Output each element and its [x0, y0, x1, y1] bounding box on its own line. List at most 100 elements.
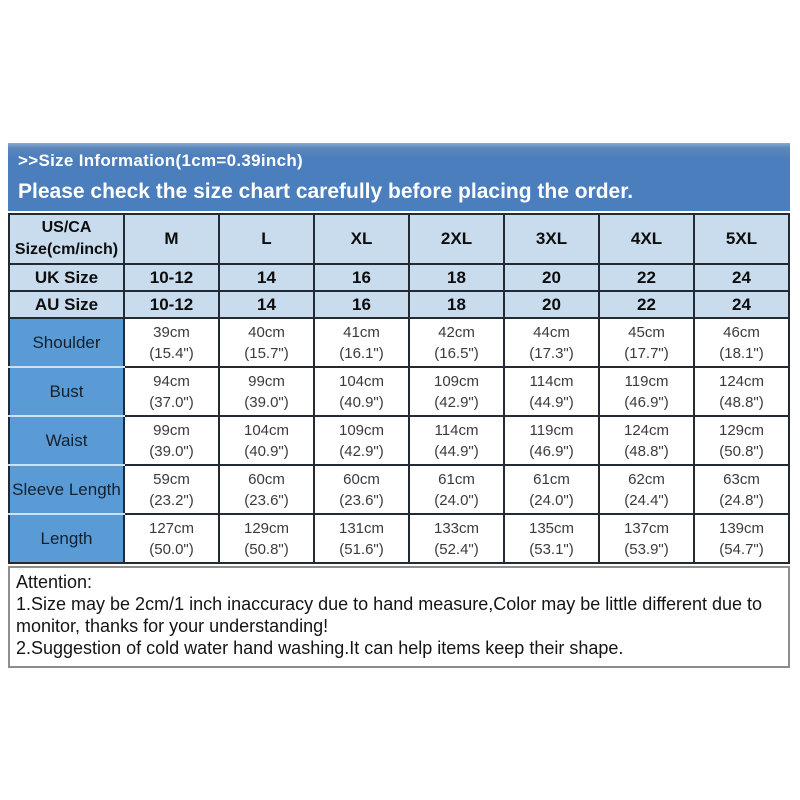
measurement-cell: 99cm (39.0"): [218, 366, 315, 417]
measurement-cell: 99cm (39.0"): [123, 415, 220, 466]
measurement-cell: 124cm (48.8"): [598, 415, 695, 466]
measurement-inch: (17.3"): [529, 344, 574, 362]
size-value-cell: 22: [598, 263, 695, 292]
measurement-inch: (50.8"): [244, 540, 289, 558]
measurement-label: Waist: [8, 415, 125, 466]
conversion-label: AU Size: [8, 290, 125, 319]
header-cell-size: 4XL: [598, 213, 695, 265]
measurement-cell: 41cm (16.1"): [313, 317, 410, 368]
measurement-cm: 135cm: [528, 519, 575, 537]
measurement-inch: (23.6"): [244, 491, 289, 509]
measurement-cell: 44cm (17.3"): [503, 317, 600, 368]
measurement-inch: (24.0"): [434, 491, 479, 509]
attention-note: 2.Suggestion of cold water hand washing.…: [16, 638, 624, 658]
measurement-cell: 119cm (46.9"): [598, 366, 695, 417]
measurement-cell: 137cm (53.9"): [598, 513, 695, 564]
size-value-cell: 16: [313, 263, 410, 292]
measurement-inch: (48.8"): [719, 393, 764, 411]
measurement-inch: (50.0"): [149, 540, 194, 558]
attention-box: Attention: 1.Size may be 2cm/1 inch inac…: [8, 566, 790, 668]
measurement-inch: (48.8"): [624, 442, 669, 460]
measurement-cell: 94cm (37.0"): [123, 366, 220, 417]
measurement-cell: 124cm (48.8"): [693, 366, 790, 417]
banner-title: >>Size Information(1cm=0.39inch): [18, 151, 303, 170]
measurement-cell: 39cm (15.4"): [123, 317, 220, 368]
size-value-cell: 10-12: [123, 290, 220, 319]
measurement-inch: (53.9"): [624, 540, 669, 558]
attention-title: Attention:: [16, 572, 93, 592]
measurement-inch: (54.7"): [719, 540, 764, 558]
measurement-cell: 139cm (54.7"): [693, 513, 790, 564]
measurement-cm: 99cm: [153, 421, 190, 439]
measurement-row: Sleeve Length 59cm (23.2") 60cm (23.6") 60cm (…: [8, 464, 790, 515]
attention-notes: 1.Size may be 2cm/1 inch inaccuracy due …: [16, 593, 782, 659]
measurement-cell: 61cm (24.0"): [503, 464, 600, 515]
size-value-cell: 18: [408, 290, 505, 319]
header-cell-size: 5XL: [693, 213, 790, 265]
measurement-row: Waist 99cm (39.0") 104cm (40.9") 109cm (42.9")…: [8, 415, 790, 466]
measurement-cm: 114cm: [529, 372, 574, 390]
measurement-inch: (18.1"): [719, 344, 764, 362]
measurement-inch: (17.7"): [624, 344, 669, 362]
measurement-inch: (15.4"): [149, 344, 194, 362]
measurement-cm: 44cm: [533, 323, 570, 341]
measurement-cm: 109cm: [338, 421, 385, 439]
conversion-row: UK Size 10-12 14 16 18 20 22 24: [8, 263, 790, 292]
measurement-cm: 124cm: [718, 372, 765, 390]
conversion-row: AU Size 10-12 14 16 18 20 22 24: [8, 290, 790, 319]
measurement-label: Bust: [8, 366, 125, 417]
header-cell-corner: US/CA Size(cm/inch): [8, 213, 125, 265]
size-header-row: US/CA Size(cm/inch) M L XL 2XL 3XL 4XL 5XL: [8, 213, 790, 265]
measurement-inch: (24.8"): [719, 491, 764, 509]
measurement-cm: 94cm: [153, 372, 190, 390]
measurement-cell: 40cm (15.7"): [218, 317, 315, 368]
size-value-cell: 22: [598, 290, 695, 319]
measurement-inch: (40.9"): [244, 442, 289, 460]
measurement-cm: 42cm: [438, 323, 475, 341]
measurement-inch: (24.4"): [624, 491, 669, 509]
measurement-cell: 104cm (40.9"): [313, 366, 410, 417]
measurement-cell: 42cm (16.5"): [408, 317, 505, 368]
measurement-cell: 133cm (52.4"): [408, 513, 505, 564]
measurement-cm: 119cm: [624, 372, 669, 390]
measurement-cm: 60cm: [343, 470, 380, 488]
measurement-cell: 135cm (53.1"): [503, 513, 600, 564]
measurement-cm: 104cm: [338, 372, 385, 390]
measurement-inch: (23.6"): [339, 491, 384, 509]
size-value-cell: 16: [313, 290, 410, 319]
measurement-cell: 119cm (46.9"): [503, 415, 600, 466]
size-value-cell: 18: [408, 263, 505, 292]
size-value-cell: 14: [218, 263, 315, 292]
measurement-inch: (44.9"): [434, 442, 479, 460]
header-cell-size: 3XL: [503, 213, 600, 265]
measurement-inch: (23.2"): [149, 491, 194, 509]
size-value-cell: 20: [503, 263, 600, 292]
measurement-cm: 124cm: [623, 421, 670, 439]
measurement-cm: 39cm: [153, 323, 190, 341]
measurement-inch: (46.9"): [529, 442, 574, 460]
banner: >>Size Information(1cm=0.39inch) Please …: [8, 143, 790, 211]
measurement-inch: (42.9"): [339, 442, 384, 460]
measurement-cell: 45cm (17.7"): [598, 317, 695, 368]
measurement-inch: (42.9"): [434, 393, 479, 411]
measurement-cm: 45cm: [628, 323, 665, 341]
header-cell-size: M: [123, 213, 220, 265]
measurement-row: Shoulder 39cm (15.4") 40cm (15.7") 41cm (16.1"…: [8, 317, 790, 368]
measurement-inch: (51.6"): [339, 540, 384, 558]
size-value-cell: 24: [693, 263, 790, 292]
measurement-cell: 114cm (44.9"): [408, 415, 505, 466]
header-cell-size: 2XL: [408, 213, 505, 265]
measurement-cell: 46cm (18.1"): [693, 317, 790, 368]
measurement-inch: (39.0"): [244, 393, 289, 411]
measurement-inch: (50.8"): [719, 442, 764, 460]
measurement-inch: (46.9"): [624, 393, 669, 411]
measurement-cm: 59cm: [153, 470, 190, 488]
size-chart-content: >>Size Information(1cm=0.39inch) Please …: [8, 143, 790, 668]
measurement-inch: (37.0"): [149, 393, 194, 411]
measurement-cell: 60cm (23.6"): [313, 464, 410, 515]
banner-subtitle: Please check the size chart carefully be…: [18, 180, 634, 203]
conversion-label: UK Size: [8, 263, 125, 292]
measurement-cm: 40cm: [248, 323, 285, 341]
measurement-cell: 109cm (42.9"): [313, 415, 410, 466]
